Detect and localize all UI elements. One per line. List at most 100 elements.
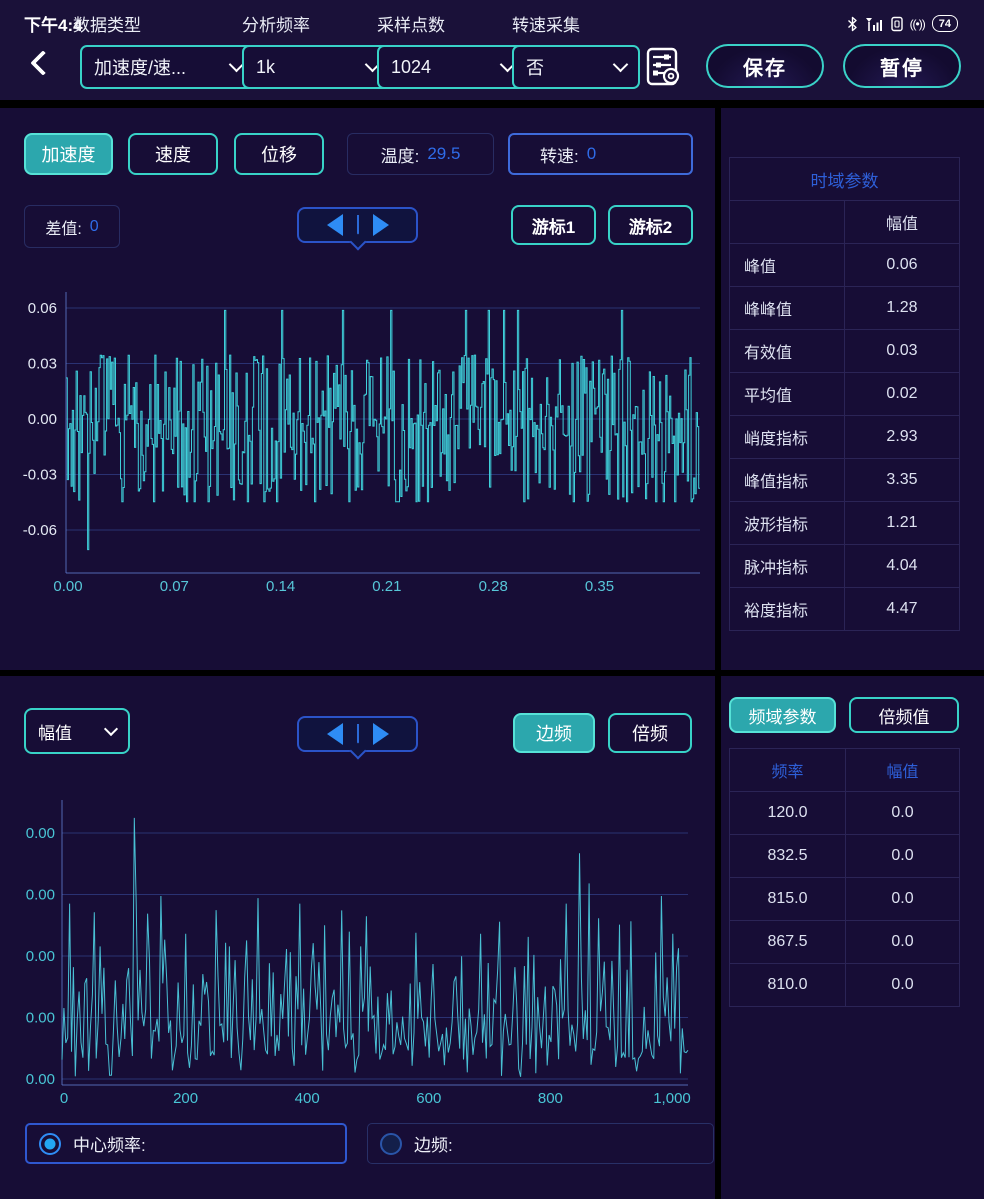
amp-header: 幅值 [845,748,960,792]
amp-value: 0.0 [845,791,960,835]
table-row: 810.0 0.0 [729,963,960,1007]
pause-button-label: 暂停 [880,57,924,80]
spectrum-pager[interactable] [297,716,418,760]
diff-value-box: 差值: 0 [24,205,120,248]
freq-value: 120.0 [729,791,846,835]
multiple-freq-button[interactable]: 倍频 [608,713,692,753]
next-arrow-icon[interactable] [372,723,389,745]
table-row: 832.5 0.0 [729,834,960,878]
tab-displacement[interactable]: 位移 [234,133,324,175]
table-row: 峰值 0.06 [729,243,960,287]
top-toolbar: 下午4:4 数据类型 分析频率 采样点数 转速采集 ((•)) 74 加速度/速… [0,0,984,100]
rpm-label: 转速: [540,146,579,166]
settings-sliders-icon[interactable] [644,46,682,88]
param-value: 3.35 [844,458,960,502]
tab-freq-domain-params[interactable]: 频域参数 [729,697,836,733]
param-value: 1.21 [844,501,960,545]
save-button[interactable]: 保存 [706,44,824,88]
table-row: 峰值指标 3.35 [729,458,960,502]
multiple-freq-label: 倍频 [632,724,668,744]
next-arrow-icon[interactable] [372,214,389,236]
pause-button[interactable]: 暂停 [843,44,961,88]
hotspot-icon: ((•)) [909,16,926,31]
prev-arrow-icon[interactable] [326,723,343,745]
rpm-capture-dropdown[interactable]: 否 [512,45,640,89]
radio-selected-icon[interactable] [39,1132,61,1155]
cursor2-button[interactable]: 游标2 [608,205,693,245]
sim-icon [890,16,903,31]
sideband-button[interactable]: 边频 [513,713,595,753]
param-name: 波形指标 [729,501,845,545]
y-axis-tick-label: -0.06 [23,522,57,539]
bluetooth-icon [847,16,857,31]
param-name: 峭度指标 [729,415,845,459]
y-axis-tick-label: 0.00 [26,1071,55,1088]
table-row: 平均值 0.02 [729,372,960,416]
y-axis-tick-label: 0.00 [28,411,57,428]
time-domain-table: 时域参数 幅值 峰值 0.06 峰峰值 1.28 有效值 0.03 平均值 0.02 峭度指标 2.9… [729,157,960,631]
amp-value: 0.0 [845,834,960,878]
time-waveform-chart: 0.06 0.03 0.00 -0.03 -0.06 0.00 0.07 0.14 0.21 0.… [23,292,700,595]
table-title: 时域参数 [729,157,960,201]
sample-points-dropdown[interactable]: 1024 [377,45,527,89]
freq-domain-table: 频率 幅值 120.0 0.0 832.5 0.0 815.0 0.0 867.5 0.0 810.… [729,748,960,1007]
cursor2-label: 游标2 [628,217,673,237]
tab-displacement-label: 位移 [261,145,297,165]
pager-divider [356,215,359,235]
amplitude-header: 幅值 [844,200,960,244]
param-name: 有效值 [729,329,845,373]
y-axis-tick-label: 0.06 [28,300,57,317]
center-frequency-option[interactable]: 中心频率: [25,1123,347,1164]
amplitude-dropdown[interactable]: 幅值 [24,708,130,754]
x-axis-tick-label: 0.14 [266,578,295,595]
param-name: 平均值 [729,372,845,416]
cursor1-label: 游标1 [531,217,576,237]
table-row: 脉冲指标 4.04 [729,544,960,588]
data-type-dropdown[interactable]: 加速度/速... [80,45,256,89]
table-row: 有效值 0.03 [729,329,960,373]
amp-value: 0.0 [845,877,960,921]
spectrum-panel: 幅值 边频 倍频 0.00 0.00 0.00 0.00 0.00 0 200 400 600 8… [0,676,715,1199]
spectrum-chart: 0.00 0.00 0.00 0.00 0.00 0 200 400 600 800 1,000 [26,800,691,1107]
side-frequency-option[interactable]: 边频: [367,1123,714,1164]
tab-acceleration-label: 加速度 [41,145,96,165]
cursor1-button[interactable]: 游标1 [511,205,596,245]
chevron-down-icon [612,56,629,73]
pager-divider [356,724,359,744]
freq-domain-panel: 频域参数 倍频值 频率 幅值 120.0 0.0 832.5 0.0 815.0 0.0 867… [721,676,984,1199]
diff-label: 差值: [45,220,82,238]
radio-unselected-icon[interactable] [380,1132,402,1155]
param-value: 0.03 [844,329,960,373]
tab-multiple-freq-values-label: 倍频值 [878,707,930,727]
tab-multiple-freq-values[interactable]: 倍频值 [849,697,959,733]
field-label-data-type: 数据类型 [73,16,141,35]
battery-icon: 74 [931,15,958,32]
side-frequency-label: 边频: [414,1136,453,1155]
prev-arrow-icon[interactable] [326,214,343,236]
center-frequency-label: 中心频率: [73,1136,146,1155]
sideband-label: 边频 [536,724,572,744]
analysis-freq-value: 1k [256,56,276,77]
save-button-label: 保存 [743,57,787,80]
amp-value: 0.0 [845,920,960,964]
rpm-box[interactable]: 转速: 0 [508,133,693,175]
analysis-freq-dropdown[interactable]: 1k [242,45,392,89]
x-axis-tick-label: 0.00 [53,578,82,595]
tab-acceleration[interactable]: 加速度 [24,133,113,175]
table-row: 867.5 0.0 [729,920,960,964]
table-row: 120.0 0.0 [729,791,960,835]
temperature-label: 温度: [380,146,420,166]
param-value: 4.04 [844,544,960,588]
tab-velocity[interactable]: 速度 [128,133,218,175]
signal-icon [865,17,882,31]
back-button[interactable] [28,52,50,74]
y-axis-tick-label: 0.03 [28,356,57,373]
table-row: 裕度指标 4.47 [729,587,960,631]
field-label-analysis-freq: 分析频率 [242,16,310,35]
y-axis-tick-label: -0.03 [23,467,57,484]
x-axis-tick-label: 800 [538,1090,563,1107]
y-axis-tick-label: 0.00 [26,1010,55,1027]
empty-header-cell [729,200,845,244]
waveform-pager[interactable] [297,207,418,251]
